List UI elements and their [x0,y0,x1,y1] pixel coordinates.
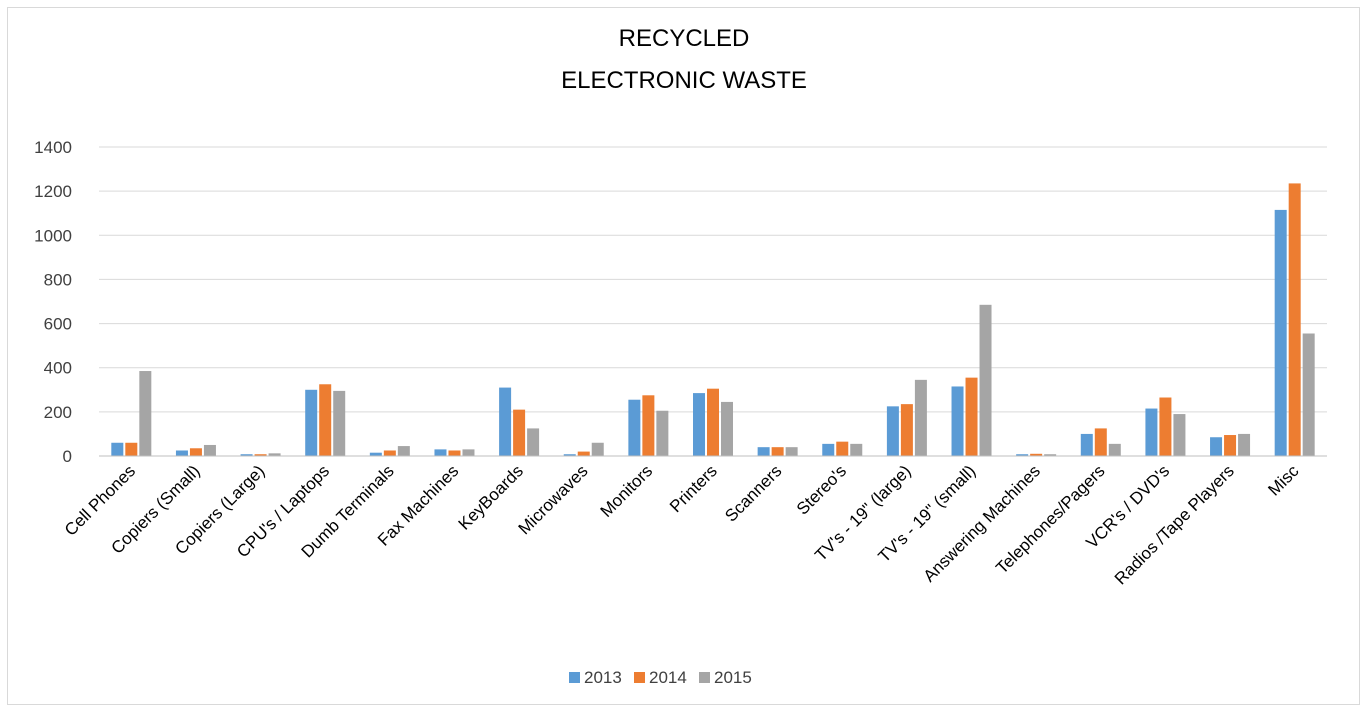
y-tick-label: 400 [44,359,72,378]
bar-2015 [527,428,540,456]
bar-2013 [628,399,641,456]
x-category-label: Microwaves [515,461,592,538]
y-tick-label: 800 [44,270,72,289]
bar-2015 [1108,443,1121,456]
bar-2014 [1094,428,1107,456]
bar-2013 [434,449,447,456]
bar-2015 [1044,454,1057,456]
chart-svg: RECYCLED ELECTRONIC WASTE 0 200 400 600 800 10… [34,25,1327,687]
bar-2015 [656,410,669,456]
chart-frame: RECYCLED ELECTRONIC WASTE 0 200 400 600 800 10… [7,7,1360,705]
bar-2013 [757,447,770,456]
bar-2015 [397,446,410,456]
bar-2014 [1159,397,1172,456]
bar-2014 [1288,183,1301,457]
gridlines [99,146,1327,413]
bar-2013 [951,386,964,456]
bar-2014 [900,404,913,456]
bar-2014 [125,442,138,456]
bar-2013 [175,450,188,456]
bar-2014 [1224,435,1237,456]
y-tick-label: 0 [63,447,72,466]
y-axis-ticks: 0 200 400 600 800 1000 1200 1400 [34,138,72,466]
bar-2013 [1274,209,1287,456]
y-tick-label: 1200 [34,182,72,201]
bar-2013 [1016,454,1029,456]
legend: 2013 2014 2015 [569,668,752,687]
legend-label: 2015 [714,668,752,687]
x-category-label: Monitors [597,461,657,521]
bar-2015 [1173,414,1186,456]
chart-title: RECYCLED ELECTRONIC WASTE [561,25,807,94]
bars [111,183,1315,457]
bar-2014 [965,377,978,456]
bar-2015 [591,442,604,456]
x-category-label: Printers [666,461,721,516]
bar-2014 [836,441,849,456]
y-tick-label: 1000 [34,226,72,245]
legend-swatch-2013 [569,672,580,683]
bar-2013 [822,443,835,456]
bar-2013 [1210,437,1223,456]
legend-label: 2013 [584,668,622,687]
bar-2014 [577,451,590,456]
bar-2014 [1030,453,1043,456]
bar-2014 [771,447,784,456]
bar-2015 [914,379,927,456]
bar-2014 [642,395,655,456]
y-tick-label: 200 [44,403,72,422]
bar-2013 [886,406,899,456]
x-category-label: Stereo's [793,461,850,518]
bar-2013 [305,389,318,456]
bar-2014 [319,384,332,456]
bar-2014 [254,454,267,456]
bar-2014 [383,450,396,456]
bar-2015 [203,444,216,456]
chart-title-line: ELECTRONIC WASTE [561,67,807,94]
y-tick-label: 600 [44,315,72,334]
bar-2013 [369,452,382,456]
bar-2013 [1080,433,1093,456]
bar-2013 [693,393,705,456]
bar-2015 [333,390,346,456]
bar-2014 [707,388,719,456]
y-tick-label: 1400 [34,138,72,157]
bar-2013 [563,454,576,456]
bar-2014 [448,450,461,456]
bar-2013 [111,442,124,456]
bar-2014 [513,409,526,456]
bar-2015 [268,453,281,456]
bar-2015 [462,449,475,456]
chart-title-line: RECYCLED [619,25,750,52]
bar-2013 [1145,408,1158,456]
x-category-label: Scanners [721,461,785,525]
bar-2015 [850,443,863,456]
bar-2015 [979,304,992,456]
x-category-label: Misc [1264,461,1302,499]
bar-2015 [139,371,152,456]
bar-2013 [240,454,253,456]
bar-2015 [1238,433,1251,456]
x-category-label: Telephones/Pagers [992,461,1108,577]
legend-swatch-2015 [699,672,710,683]
x-category-label: Radios /Tape Players [1111,461,1238,588]
x-category-label: Answering Machines [920,461,1044,585]
bar-2015 [785,447,798,456]
bar-2015 [721,401,733,456]
bar-2013 [499,387,512,456]
legend-label: 2014 [649,668,687,687]
legend-swatch-2014 [634,672,645,683]
bar-2014 [189,448,202,456]
bar-2015 [1302,333,1315,456]
